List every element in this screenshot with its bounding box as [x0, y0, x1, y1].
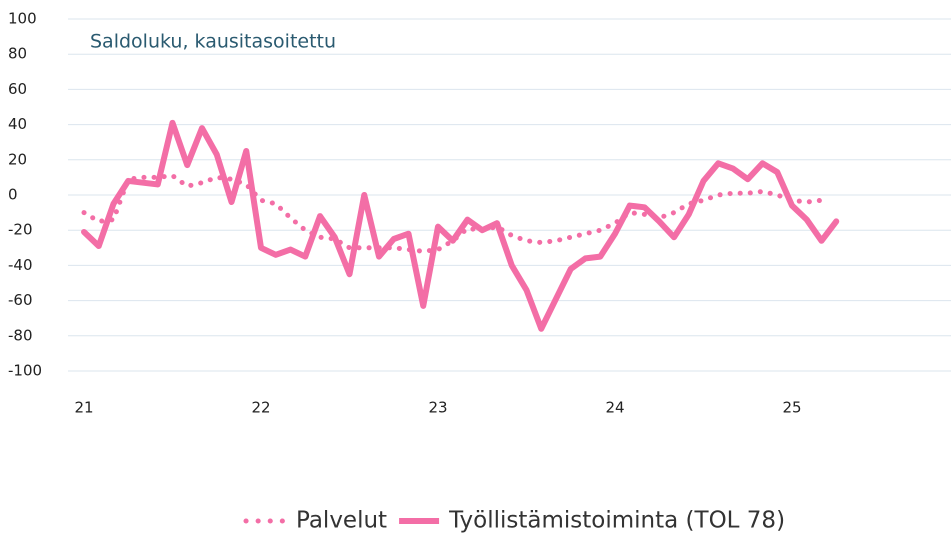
legend-label: Palvelut [296, 508, 387, 534]
y-tick-label: 40 [8, 115, 27, 133]
x-tick-label: 22 [251, 399, 270, 417]
y-tick-label: -40 [8, 256, 33, 274]
chart-title: Saldoluku, kausitasoitettu [90, 31, 336, 53]
x-tick-label: 23 [428, 399, 447, 417]
series-line [81, 173, 824, 254]
series-line [81, 119, 840, 332]
x-tick-label: 21 [74, 399, 93, 417]
y-tick-label: -20 [8, 221, 33, 239]
x-tick-label: 25 [782, 399, 801, 417]
y-tick-label: 20 [8, 150, 27, 168]
y-tick-label: -100 [8, 362, 42, 380]
y-tick-label: -60 [8, 291, 33, 309]
y-tick-label: 0 [8, 186, 18, 204]
y-tick-label: 60 [8, 80, 27, 98]
y-tick-label: 100 [8, 10, 37, 28]
legend-label: Työllistämistoiminta (TOL 78) [448, 508, 785, 534]
x-tick-label: 24 [605, 399, 624, 417]
y-tick-label: 80 [8, 45, 27, 63]
y-tick-label: -80 [8, 326, 33, 344]
